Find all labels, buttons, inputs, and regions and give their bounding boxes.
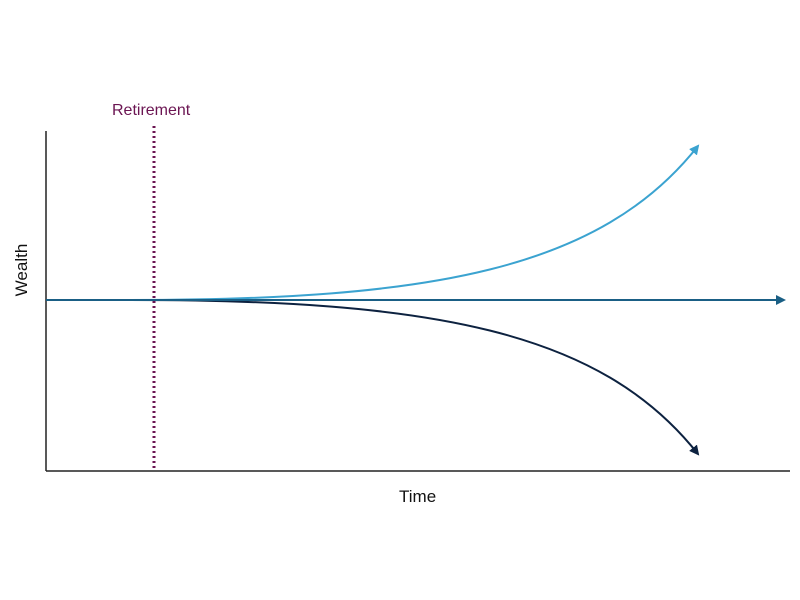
y-axis-label: Wealth xyxy=(12,243,31,297)
x-axis-label: Time xyxy=(399,487,437,506)
upper-wealth-path xyxy=(129,144,700,301)
retirement-label: Retirement xyxy=(112,102,191,119)
lower-wealth-path xyxy=(129,299,700,456)
